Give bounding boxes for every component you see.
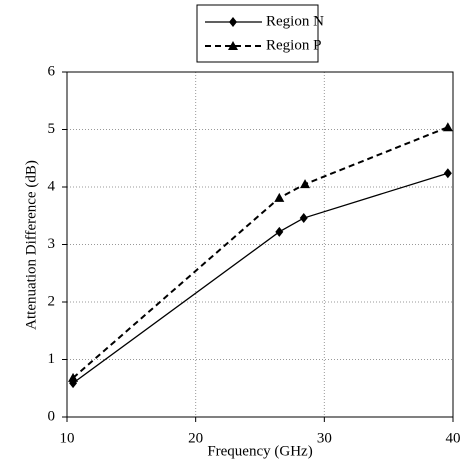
marker bbox=[300, 179, 311, 189]
marker bbox=[229, 17, 237, 27]
legend-label: Region P bbox=[266, 37, 321, 53]
marker bbox=[228, 41, 238, 50]
legend-box bbox=[196, 4, 319, 63]
x-tick-label: 40 bbox=[446, 430, 461, 446]
x-tick-label: 30 bbox=[317, 430, 332, 446]
x-tick-label: 20 bbox=[188, 430, 203, 446]
y-tick-label: 2 bbox=[48, 293, 56, 309]
y-tick-label: 6 bbox=[48, 63, 56, 79]
series-line bbox=[72, 126, 449, 379]
series-line bbox=[72, 172, 449, 384]
y-tick-label: 0 bbox=[48, 408, 56, 424]
legend-label: Region N bbox=[266, 13, 324, 29]
y-tick-label: 5 bbox=[48, 121, 56, 137]
y-tick-label: 1 bbox=[48, 351, 56, 367]
plot-frame bbox=[66, 71, 454, 418]
marker bbox=[442, 122, 453, 132]
y-tick-label: 3 bbox=[48, 236, 56, 252]
x-axis-label: Frequency (GHz) bbox=[207, 443, 312, 459]
marker bbox=[68, 372, 79, 382]
marker bbox=[299, 213, 308, 224]
marker bbox=[274, 192, 285, 202]
y-tick-label: 4 bbox=[48, 178, 56, 194]
marker bbox=[275, 226, 284, 237]
x-tick-label: 10 bbox=[60, 430, 75, 446]
y-axis-label: Attenuation Difference (dB) bbox=[23, 160, 39, 330]
marker bbox=[443, 168, 452, 179]
